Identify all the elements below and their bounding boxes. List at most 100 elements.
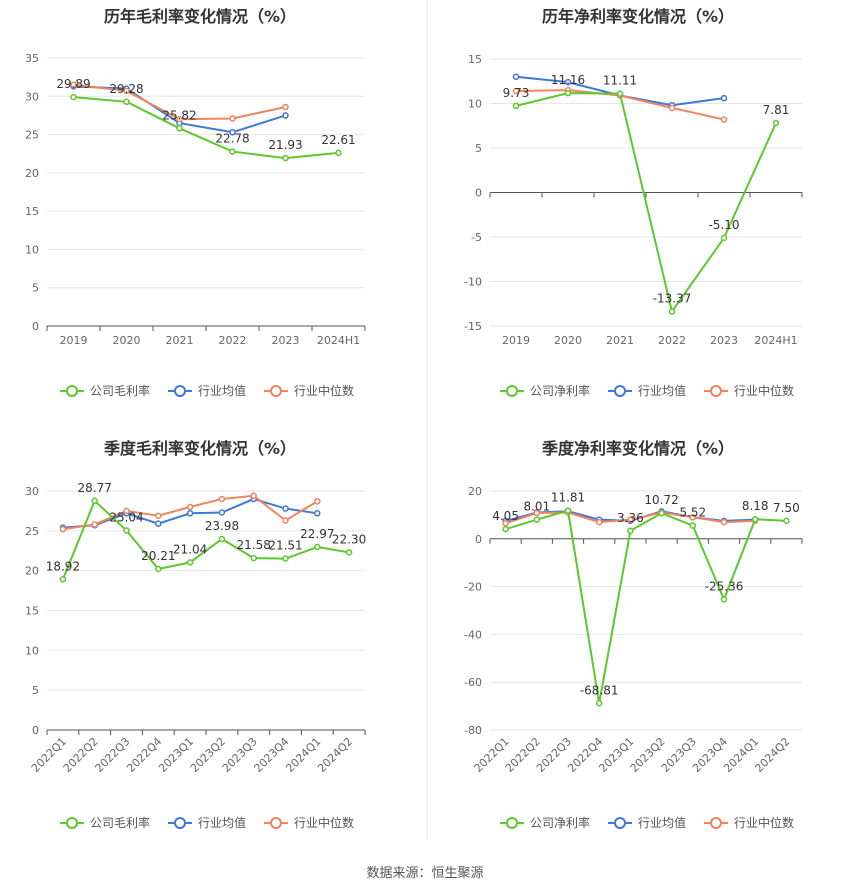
data-point-median <box>668 104 676 112</box>
data-point-company <box>70 93 77 101</box>
data-label: 25.04 <box>109 511 143 525</box>
legend-item-avg[interactable]: 行业均值 <box>608 383 686 398</box>
legend-label: 行业中位数 <box>294 815 354 830</box>
data-point-company <box>186 559 194 566</box>
data-label: 7.50 <box>773 501 800 515</box>
y-tick-label: 20 <box>468 485 482 498</box>
y-tick-label: -80 <box>464 724 482 737</box>
data-point-avg <box>282 112 289 119</box>
legend-item-company[interactable]: 公司净利率 <box>500 815 590 830</box>
y-tick-label: 0 <box>32 724 39 737</box>
legend-swatch-marker <box>270 385 282 397</box>
data-point-median <box>533 509 541 517</box>
y-tick-label: -60 <box>464 676 482 689</box>
y-tick-label: -40 <box>464 628 482 641</box>
data-label: 7.81 <box>763 103 790 117</box>
data-point-company <box>595 700 603 707</box>
data-point-avg <box>720 94 728 102</box>
data-point-company <box>218 535 226 543</box>
y-tick-label: 5 <box>475 142 482 155</box>
legend-item-avg[interactable]: 行业均值 <box>168 383 246 398</box>
data-point-median <box>720 116 728 123</box>
y-tick-label: -10 <box>464 276 482 289</box>
x-tick-label: 2022 <box>658 334 686 347</box>
legend-item-median[interactable]: 行业中位数 <box>704 815 794 830</box>
legend-item-avg[interactable]: 行业均值 <box>608 815 686 830</box>
data-label: -25.36 <box>705 579 744 593</box>
x-tick-label: 2023 <box>710 334 738 347</box>
data-label: 25.82 <box>162 108 196 122</box>
legend-swatch-marker <box>710 817 722 829</box>
data-label: 21.04 <box>173 542 207 556</box>
y-tick-label: 20 <box>25 167 39 180</box>
data-point-company <box>564 89 572 97</box>
x-tick-label: 2021 <box>166 334 194 347</box>
legend-label: 公司净利率 <box>530 383 590 398</box>
data-point-median <box>229 115 236 122</box>
chart-title: 季度毛利率变化情况（%） <box>103 439 296 458</box>
y-tick-label: 30 <box>25 485 39 498</box>
data-point-median <box>176 116 183 123</box>
data-point-median <box>720 518 728 526</box>
y-tick-label: 15 <box>468 53 482 66</box>
data-point-company <box>282 154 289 162</box>
data-label: 11.16 <box>551 73 585 87</box>
data-label: 29.89 <box>56 77 90 91</box>
data-point-avg <box>218 509 226 516</box>
legend-label: 行业均值 <box>198 815 246 830</box>
data-point-median <box>250 492 257 500</box>
data-point-avg <box>186 510 194 517</box>
data-label: 5.52 <box>679 506 706 520</box>
legend-swatch-marker <box>506 817 518 829</box>
y-tick-label: 15 <box>25 205 39 218</box>
data-point-company <box>345 549 353 556</box>
x-tick-label: 2019 <box>60 334 88 347</box>
data-label: 20.21 <box>141 549 175 563</box>
data-point-company <box>751 515 759 523</box>
data-point-median <box>70 81 77 89</box>
data-label: 8.01 <box>523 500 550 514</box>
legend-item-median[interactable]: 行业中位数 <box>264 383 354 398</box>
legend-item-company[interactable]: 公司毛利率 <box>60 815 150 830</box>
data-point-median <box>512 87 520 95</box>
chart-annual-net-margin: 历年净利率变化情况（%） -15 -10 -5 0 5 10 15 2019 2020 2021 20… <box>428 0 850 430</box>
y-tick-label: 5 <box>32 684 39 697</box>
data-point-company <box>123 98 130 106</box>
data-point-company <box>668 308 676 315</box>
chart-quarterly-gross-margin: 季度毛利率变化情况（%） 0 5 10 15 20 25 30 2022Q1 2022Q2 2022… <box>0 430 425 860</box>
data-point-company <box>658 509 665 517</box>
legend-item-company[interactable]: 公司毛利率 <box>60 383 150 398</box>
data-label: 21.93 <box>268 138 302 152</box>
data-point-median <box>689 514 697 521</box>
data-point-median <box>282 103 289 111</box>
series-line-company <box>515 92 777 314</box>
data-point-company <box>314 543 321 551</box>
data-point-company <box>335 149 342 157</box>
legend-swatch-marker <box>174 817 186 829</box>
data-label: 22.30 <box>332 532 366 546</box>
data-label: 9.73 <box>503 86 530 100</box>
legend-label: 行业均值 <box>198 383 246 398</box>
data-label: 29.28 <box>109 82 143 96</box>
legend-label: 行业中位数 <box>734 815 794 830</box>
x-tick-label: 2020 <box>113 334 141 347</box>
data-label: -68.81 <box>580 683 619 697</box>
data-point-company <box>512 102 520 110</box>
data-point-median <box>91 521 98 528</box>
legend-swatch-marker <box>66 817 78 829</box>
y-tick-label: 25 <box>25 129 39 142</box>
legend-item-avg[interactable]: 行业均值 <box>168 815 246 830</box>
data-label: 3.36 <box>617 511 644 525</box>
data-point-company <box>564 507 572 514</box>
chart-quarterly-net-margin: 季度净利率变化情况（%） -80 -60 -40 -20 0 20 2022Q1 2022Q2 2… <box>428 430 850 860</box>
legend-item-median[interactable]: 行业中位数 <box>704 383 794 398</box>
y-tick-label: -15 <box>464 320 482 333</box>
data-point-avg <box>229 129 236 136</box>
legend-item-median[interactable]: 行业中位数 <box>264 815 354 830</box>
data-label: 4.05 <box>492 509 519 523</box>
legend-swatch-marker <box>710 385 722 397</box>
data-point-median <box>595 518 603 526</box>
y-tick-label: 0 <box>32 320 39 333</box>
data-point-company <box>282 555 289 562</box>
legend-item-company[interactable]: 公司净利率 <box>500 383 590 398</box>
